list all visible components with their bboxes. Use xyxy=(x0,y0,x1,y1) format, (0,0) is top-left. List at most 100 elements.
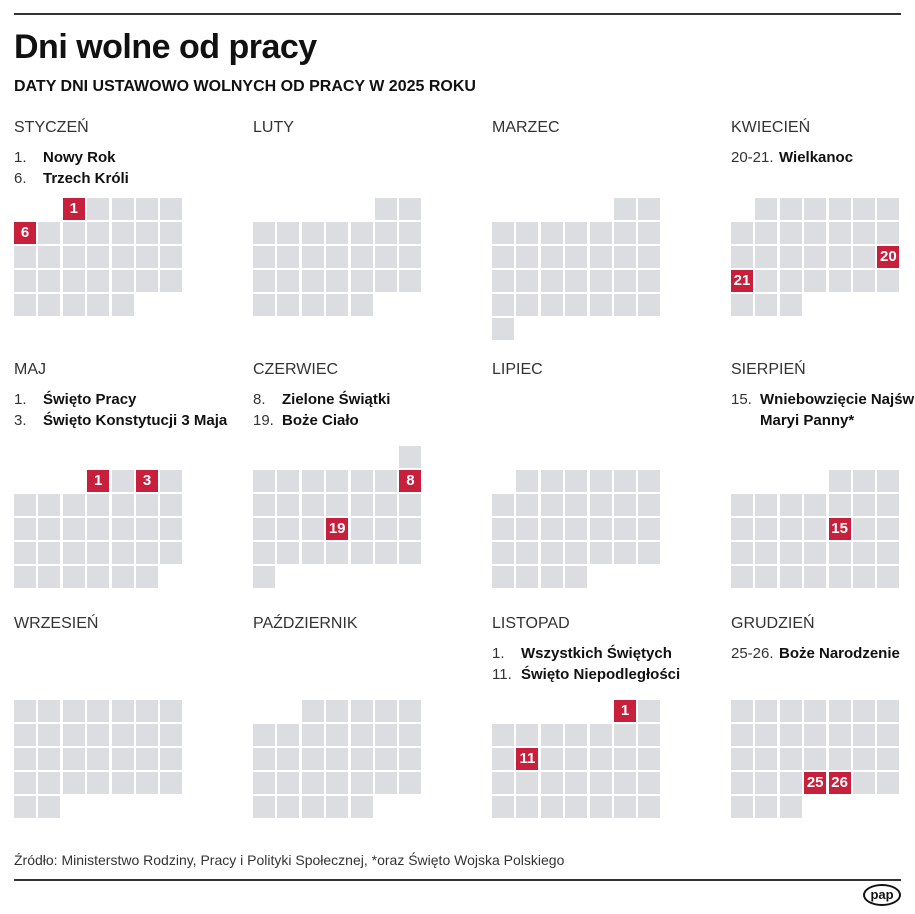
day-cell xyxy=(160,518,183,540)
day-cell xyxy=(540,796,563,818)
day-cell xyxy=(277,748,300,770)
day-cell xyxy=(14,772,36,794)
day-cell xyxy=(779,700,802,722)
holiday-date: 1. xyxy=(14,391,27,408)
day-cell xyxy=(614,772,636,794)
day-cell xyxy=(253,246,275,268)
day-cell xyxy=(516,796,539,818)
day-cell xyxy=(540,542,563,564)
day-cell xyxy=(804,542,827,564)
day-cell xyxy=(804,246,827,268)
month-11: LISTOPAD 1. Wszystkich Świętych 11. Święto N… xyxy=(492,615,722,685)
day-cell xyxy=(350,518,373,540)
day-cell xyxy=(253,222,275,244)
day-cell xyxy=(277,796,300,818)
day-cell xyxy=(87,198,110,220)
day-cell xyxy=(277,494,300,516)
holiday-day-cell: 19 xyxy=(326,518,349,540)
day-cell xyxy=(565,494,588,516)
day-cell xyxy=(755,518,778,540)
holiday-day-cell: 6 xyxy=(14,222,36,244)
day-cell xyxy=(779,270,802,292)
day-cell xyxy=(853,724,875,746)
day-cell xyxy=(253,796,275,818)
day-cell xyxy=(14,294,36,316)
day-cell xyxy=(399,494,422,516)
day-cell xyxy=(877,566,900,588)
day-cell xyxy=(540,494,563,516)
day-cell xyxy=(516,246,539,268)
day-cell xyxy=(87,724,110,746)
holiday-list: 1. Święto Pracy 3. Święto Konstytucji 3 Maj… xyxy=(14,389,244,431)
day-cell xyxy=(731,246,753,268)
day-cell xyxy=(399,748,422,770)
day-cell xyxy=(516,518,539,540)
month-8: SIERPIEŃ 15. Wniebowzięcie Najświętszej Ma… xyxy=(731,361,915,431)
day-cell xyxy=(326,796,349,818)
day-cell xyxy=(853,470,875,492)
holiday-list: 25-26. Boże Narodzenie xyxy=(731,643,915,664)
holiday-day-cell: 1 xyxy=(614,700,636,722)
day-cell xyxy=(565,796,588,818)
day-cell xyxy=(326,294,349,316)
day-cell xyxy=(589,222,612,244)
holiday-name: Wszystkich Świętych xyxy=(521,645,672,662)
day-cell xyxy=(804,700,827,722)
holiday-date: 8. xyxy=(253,391,266,408)
day-cell xyxy=(853,700,875,722)
day-cell xyxy=(277,294,300,316)
day-cell xyxy=(87,772,110,794)
day-cell xyxy=(375,542,397,564)
day-cell xyxy=(755,246,778,268)
day-cell xyxy=(638,518,661,540)
day-cell xyxy=(136,246,158,268)
day-cell xyxy=(589,494,612,516)
month-10: PAŹDZIERNIK xyxy=(253,615,483,643)
day-cell xyxy=(755,772,778,794)
day-cell xyxy=(326,222,349,244)
day-cell xyxy=(111,518,134,540)
holiday-day-cell: 26 xyxy=(828,772,851,794)
day-cell xyxy=(62,748,85,770)
day-cell xyxy=(399,518,422,540)
day-cell xyxy=(565,724,588,746)
day-cell xyxy=(326,470,349,492)
day-cell xyxy=(14,796,36,818)
day-cell xyxy=(301,222,324,244)
month-name: WRZESIEŃ xyxy=(14,615,99,632)
day-cell xyxy=(565,470,588,492)
holiday-day-cell: 15 xyxy=(828,518,851,540)
day-cell xyxy=(731,566,753,588)
day-cell xyxy=(253,294,275,316)
day-cell xyxy=(638,198,661,220)
day-cell xyxy=(516,724,539,746)
day-cell xyxy=(779,246,802,268)
day-cell xyxy=(638,724,661,746)
day-cell xyxy=(731,222,753,244)
bottom-rule xyxy=(14,879,901,881)
day-cell xyxy=(87,542,110,564)
day-cell xyxy=(540,246,563,268)
day-cell xyxy=(614,796,636,818)
day-cell xyxy=(111,566,134,588)
day-cell xyxy=(62,294,85,316)
holiday-date: 25-26. xyxy=(731,645,774,662)
holiday-name: Wniebowzięcie Najświętszej Maryi Panny* xyxy=(760,391,915,429)
day-cell xyxy=(755,700,778,722)
day-cell xyxy=(326,700,349,722)
day-cell xyxy=(350,700,373,722)
day-cell xyxy=(853,772,875,794)
month-6: CZERWIEC 8. Zielone Świątki 19. Boże Ciało xyxy=(253,361,483,431)
day-cell xyxy=(111,294,134,316)
month-name: LISTOPAD xyxy=(492,615,570,632)
day-cell xyxy=(136,700,158,722)
day-cell xyxy=(111,246,134,268)
holiday-list: 1. Nowy Rok 6. Trzech Króli xyxy=(14,147,244,189)
day-cell xyxy=(399,446,422,468)
holiday-day-cell: 1 xyxy=(62,198,85,220)
day-cell xyxy=(589,542,612,564)
day-cell xyxy=(399,542,422,564)
day-cell xyxy=(877,772,900,794)
day-cell xyxy=(375,270,397,292)
day-cell xyxy=(277,518,300,540)
